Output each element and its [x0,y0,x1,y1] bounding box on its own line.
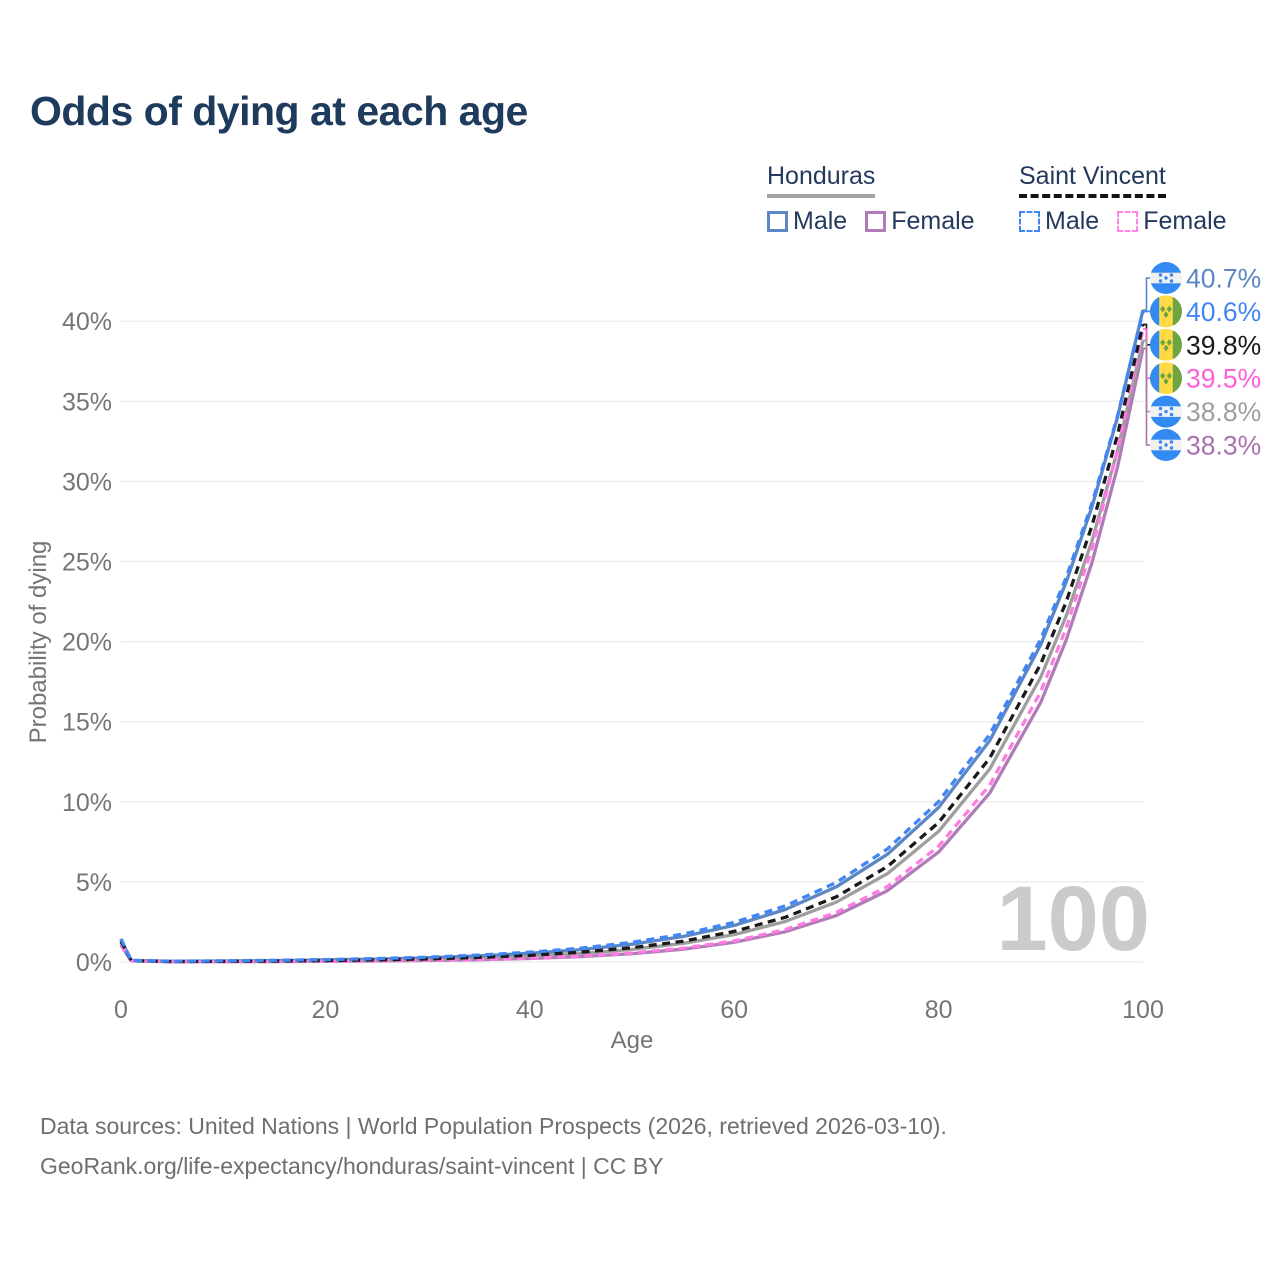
flag-icon-honduras [1150,262,1182,294]
age-watermark: 100 [997,868,1151,970]
end-label-connector-honduras-female [1143,347,1150,446]
flag-icon-saint-vincent [1150,328,1182,361]
x-tick-label: 20 [311,996,339,1024]
x-tick-label: 0 [114,996,128,1024]
legend-group-honduras: Honduras Male Female [767,162,975,236]
series-line-honduras-total[interactable] [119,340,1145,964]
legend-swatch-honduras-female-icon [865,211,887,232]
y-tick-label: 20% [62,629,112,657]
y-tick-label: 15% [62,709,112,737]
x-tick-label: 80 [925,996,953,1024]
end-label-value-honduras-female: 38.3% [1186,431,1261,461]
x-tick-label: 60 [720,996,748,1024]
flag-icon-honduras [1150,395,1182,428]
legend-item-label: Female [1143,207,1227,235]
footer-attribution: GeoRank.org/life-expectancy/honduras/sai… [40,1153,664,1179]
legend-swatch-saint-vincent-female-icon [1117,211,1139,232]
legend-item-honduras-female[interactable]: Female [865,207,975,236]
flag-icon-saint-vincent [1150,362,1182,395]
end-label-value-saint-vincent-male: 40.6% [1186,297,1261,327]
y-tick-label: 0% [76,949,112,977]
y-tick-label: 35% [62,388,112,416]
flag-icon-saint-vincent [1150,295,1182,328]
series-line-saint-vincent-total[interactable] [119,324,1145,964]
end-label-value-honduras-total: 38.8% [1186,397,1261,427]
end-label-connector-honduras-male [1143,277,1150,311]
series-line-honduras-female[interactable] [119,348,1145,964]
legend-item-label: Male [793,207,848,235]
y-axis-title: Probability of dying [25,541,52,744]
legend-group-title-honduras: Honduras [767,162,876,198]
series-line-saint-vincent-female[interactable] [119,328,1145,964]
y-tick-label: 25% [62,549,112,577]
y-tick-label: 5% [76,869,112,897]
x-tick-label: 100 [1122,996,1164,1024]
x-tick-label: 40 [516,996,544,1024]
end-label-value-honduras-male: 40.7% [1186,264,1261,294]
legend-swatch-saint-vincent-male-icon [1019,211,1040,232]
legend-group-saint-vincent: Saint Vincent Male Female [1019,162,1227,236]
legend-item-honduras-male[interactable]: Male [767,207,847,236]
legend-item-saint-vincent-female[interactable]: Female [1117,207,1227,236]
series-line-saint-vincent-male[interactable] [119,311,1145,963]
x-axis-title: Age [611,1027,654,1054]
legend-item-saint-vincent-male[interactable]: Male [1019,207,1099,236]
page-title: Odds of dying at each age [30,88,528,134]
end-label-value-saint-vincent-total: 39.8% [1186,330,1261,360]
y-tick-label: 10% [62,789,112,817]
legend-item-label: Female [891,207,975,235]
legend-group-title-saint-vincent: Saint Vincent [1019,162,1166,198]
legend-item-label: Male [1045,207,1100,235]
legend-swatch-honduras-male-icon [767,211,788,232]
end-label-value-saint-vincent-female: 39.5% [1186,364,1261,394]
footer: Data sources: United Nations | World Pop… [40,1106,947,1186]
y-tick-label: 40% [62,308,112,336]
footer-data-sources: Data sources: United Nations | World Pop… [40,1113,947,1139]
series-line-honduras-male[interactable] [119,309,1145,963]
y-tick-label: 30% [62,468,112,496]
flag-icon-honduras [1150,429,1182,461]
